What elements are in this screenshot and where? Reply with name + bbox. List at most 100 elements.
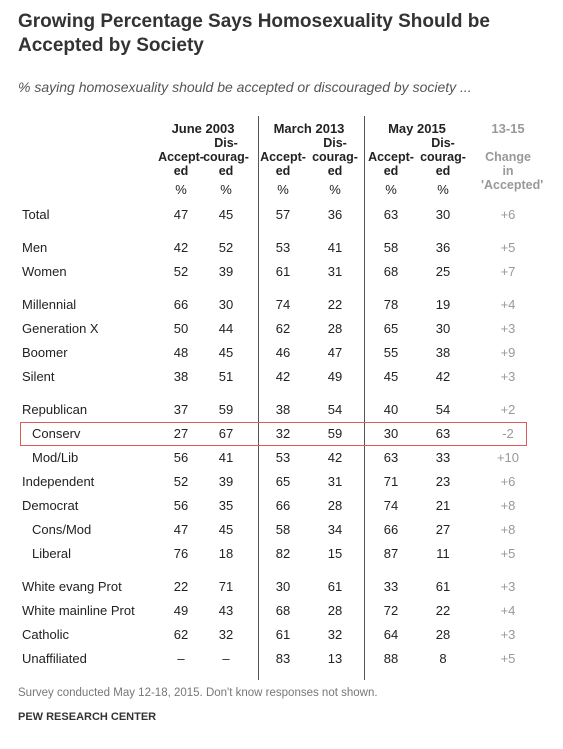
column-header: Accept- ed — [158, 150, 204, 178]
cell: 35 — [218, 498, 234, 513]
cell: +5 — [500, 240, 516, 255]
cell: 61 — [435, 579, 451, 594]
cell: 38 — [435, 345, 451, 360]
cell: 39 — [218, 264, 234, 279]
cell: 71 — [218, 579, 234, 594]
cell: 56 — [173, 450, 189, 465]
subtitle: % saying homosexuality should be accepte… — [18, 79, 472, 95]
cell: 38 — [275, 402, 291, 417]
row-label: Total — [22, 207, 50, 222]
cell: +3 — [500, 369, 516, 384]
highlight-box — [20, 422, 527, 446]
cell: 58 — [275, 522, 291, 537]
row-label: Cons/Mod — [32, 522, 92, 537]
group-header: March 2013 — [273, 121, 345, 136]
cell: 33 — [383, 579, 399, 594]
row-label: Generation X — [22, 321, 99, 336]
cell: 64 — [383, 627, 399, 642]
cell: 67 — [218, 426, 234, 441]
cell: 68 — [275, 603, 291, 618]
cell: 54 — [435, 402, 451, 417]
cell: 30 — [218, 297, 234, 312]
cell: 25 — [435, 264, 451, 279]
cell: 44 — [218, 321, 234, 336]
cell: – — [177, 651, 185, 666]
cell: 28 — [327, 498, 343, 513]
unit: % — [277, 182, 289, 197]
cell: +3 — [500, 579, 516, 594]
column-header: Accept- ed — [260, 150, 306, 178]
cell: 47 — [173, 522, 189, 537]
cell: 45 — [218, 207, 234, 222]
cell: 52 — [173, 474, 189, 489]
cell: +7 — [500, 264, 516, 279]
cell: 46 — [275, 345, 291, 360]
unit: % — [437, 182, 449, 197]
cell: 13 — [327, 651, 343, 666]
cell: 42 — [275, 369, 291, 384]
cell: 52 — [173, 264, 189, 279]
cell: 72 — [383, 603, 399, 618]
cell: 59 — [327, 426, 343, 441]
cell: 43 — [218, 603, 234, 618]
row-label: Millennial — [22, 297, 77, 312]
footnote: Survey conducted May 12-18, 2015. Don't … — [18, 687, 378, 699]
cell: 36 — [327, 207, 343, 222]
cell: 76 — [173, 546, 189, 561]
column-header: Dis- courag- ed — [312, 136, 358, 178]
cell: 55 — [383, 345, 399, 360]
cell: 66 — [275, 498, 291, 513]
cell: 62 — [173, 627, 189, 642]
cell: 42 — [435, 369, 451, 384]
cell: 22 — [173, 579, 189, 594]
cell: -2 — [502, 426, 514, 441]
cell: 61 — [327, 579, 343, 594]
cell: 74 — [275, 297, 291, 312]
cell: 36 — [435, 240, 451, 255]
cell: 32 — [218, 627, 234, 642]
column-divider — [258, 116, 259, 680]
cell: +8 — [500, 522, 516, 537]
cell: 61 — [275, 627, 291, 642]
cell: 66 — [383, 522, 399, 537]
cell: 53 — [275, 450, 291, 465]
cell: 28 — [327, 603, 343, 618]
row-label: Independent — [22, 474, 95, 489]
cell: 47 — [173, 207, 189, 222]
unit: % — [220, 182, 232, 197]
column-header: Accept- ed — [368, 150, 414, 178]
source: PEW RESEARCH CENTER — [18, 711, 157, 723]
cell: 28 — [327, 321, 343, 336]
cell: +2 — [500, 402, 516, 417]
cell: +8 — [500, 498, 516, 513]
group-header: June 2003 — [171, 121, 235, 136]
row-label: Republican — [22, 402, 88, 417]
cell: 22 — [327, 297, 343, 312]
cell: 48 — [173, 345, 189, 360]
cell: 30 — [275, 579, 291, 594]
unit: % — [385, 182, 397, 197]
cell: 83 — [275, 651, 291, 666]
cell: 65 — [383, 321, 399, 336]
cell: 68 — [383, 264, 399, 279]
cell: 78 — [383, 297, 399, 312]
cell: 47 — [327, 345, 343, 360]
cell: 42 — [327, 450, 343, 465]
row-label: Mod/Lib — [32, 450, 79, 465]
row-label: White evang Prot — [22, 579, 122, 594]
cell: 62 — [275, 321, 291, 336]
cell: +10 — [496, 450, 520, 465]
column-header: Dis- courag- ed — [420, 136, 466, 178]
cell: 45 — [218, 345, 234, 360]
cell: 71 — [383, 474, 399, 489]
cell: 88 — [383, 651, 399, 666]
cell: 63 — [383, 207, 399, 222]
unit: % — [329, 182, 341, 197]
cell: 37 — [173, 402, 189, 417]
group-header: 13-15 — [491, 121, 525, 136]
cell: 19 — [435, 297, 451, 312]
column-header: Change in 'Accepted' — [481, 150, 544, 192]
cell: 65 — [275, 474, 291, 489]
cell: 87 — [383, 546, 399, 561]
